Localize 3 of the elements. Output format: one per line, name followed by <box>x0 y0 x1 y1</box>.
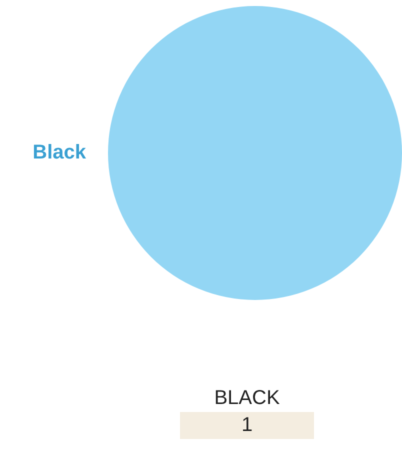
slice-label: Black <box>32 142 87 164</box>
text: BLACK <box>213 386 281 411</box>
data-label: 1 <box>180 412 314 439</box>
